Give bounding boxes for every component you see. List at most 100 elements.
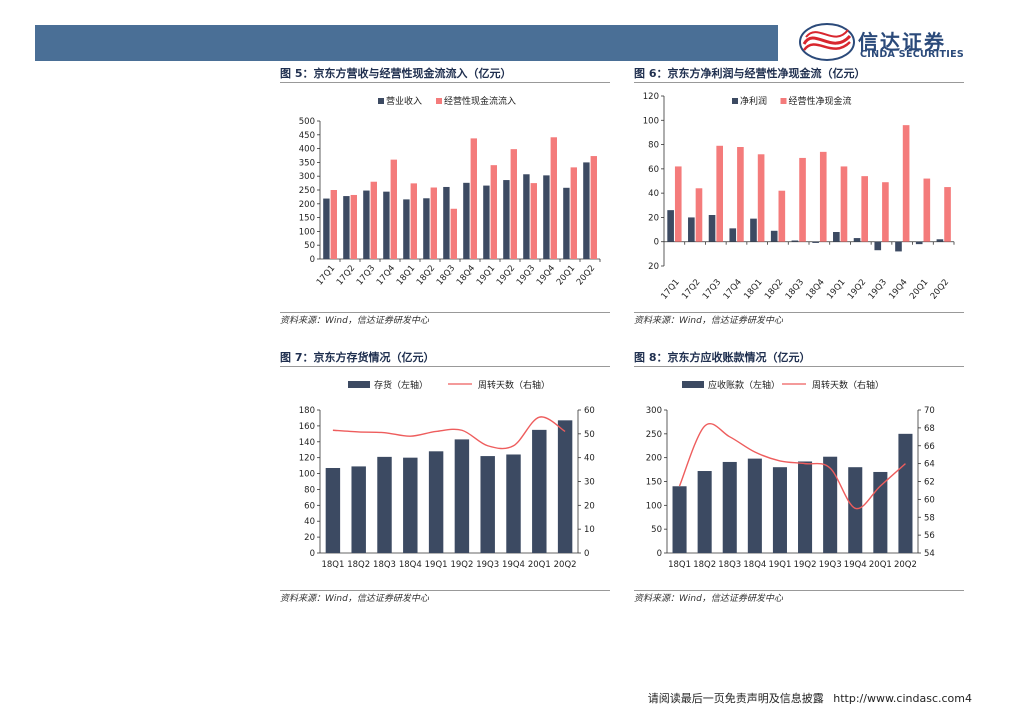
bar-primary-20Q1 (563, 187, 570, 259)
figure-5-chart: 营业收入 经营性现金流流入 0 50 100 150 200 250 300 350 400 450 5… (299, 95, 601, 288)
legend-label-0: 营业收入 (386, 95, 422, 107)
y-tick-label: 100 (299, 227, 315, 237)
x-tick-label: 17Q3 (355, 264, 377, 288)
bar-secondary-19Q1 (840, 166, 848, 242)
bar-primary-17Q3 (708, 215, 716, 242)
x-tick-label: 20Q2 (554, 560, 577, 570)
x-tick-label: 18Q3 (718, 560, 741, 570)
figure-8-panel: 图 8：京东方应收账款情况（亿元） 应收账款（左轴） 周转天数（右轴） 0 50 100… (634, 350, 964, 610)
x-tick-label: 18Q1 (395, 264, 417, 288)
figure-6-title: 图 6：京东方净利润与经营性净现金流（亿元） (634, 66, 964, 83)
bar-secondary-17Q1 (674, 166, 682, 242)
legend-label-line: 周转天数（右轴） (812, 379, 884, 391)
figure-6-source: 资料来源：Wind，信达证券研发中心 (634, 316, 783, 326)
legend-label-1: 经营性净现金流 (789, 95, 852, 107)
x-tick-label: 19Q2 (846, 278, 868, 302)
bar-20Q1 (532, 429, 547, 553)
bar-secondary-18Q3 (799, 157, 806, 242)
legend-label-bar: 存货（左轴） (374, 379, 428, 391)
y-tick-label: 60 (648, 165, 659, 175)
y-tick-label-left: 0 (310, 549, 315, 559)
bar-secondary-19Q2 (510, 149, 517, 259)
bar-secondary-20Q2 (590, 156, 597, 259)
bar-secondary-19Q4 (902, 125, 910, 242)
bar-primary-18Q2 (423, 198, 430, 259)
bar-primary-17Q1 (323, 198, 330, 259)
figure-7-panel: 图 7：京东方存货情况（亿元） 存货（左轴） 周转天数（右轴） 0 20 40 60 80 1… (280, 350, 610, 610)
brand-name-en: CINDA SECURITIES (860, 49, 965, 60)
bar-primary-18Q3 (443, 186, 450, 259)
bar-18Q2 (697, 471, 712, 553)
bar-secondary-20Q2 (944, 187, 951, 242)
x-tick-label: 19Q3 (476, 560, 499, 570)
y-tick-label-right: 20 (584, 501, 595, 511)
figure-8-source: 资料来源：Wind，信达证券研发中心 (634, 594, 783, 604)
legend-swatch-1 (780, 98, 787, 104)
legend-swatch-0 (732, 98, 738, 104)
bar-19Q4 (848, 467, 863, 553)
y-tick-label-left: 150 (646, 478, 662, 488)
x-tick-label: 17Q4 (722, 278, 744, 302)
y-tick-label-right: 40 (584, 454, 595, 464)
legend-label-1: 经营性现金流流入 (444, 95, 516, 107)
x-tick-label: 18Q3 (435, 264, 457, 288)
x-tick-label: 20Q2 (929, 278, 951, 302)
footer-page-number: 4 (965, 692, 972, 705)
footer-url[interactable]: http://www.cindasc.com (833, 692, 965, 705)
bar-secondary-17Q2 (350, 194, 357, 259)
bar-secondary-17Q4 (390, 159, 397, 259)
y-tick-label: 500 (299, 117, 315, 127)
y-tick-label-left: 160 (299, 422, 315, 432)
x-tick-label: 17Q1 (659, 278, 681, 302)
bar-primary-17Q1 (667, 210, 674, 242)
x-tick-label: 17Q2 (335, 264, 357, 288)
bar-secondary-19Q4 (550, 137, 557, 259)
bar-18Q4 (747, 458, 762, 553)
y-tick-label: 50 (304, 241, 315, 251)
bar-secondary-17Q4 (737, 147, 744, 242)
x-tick-label: 17Q1 (315, 264, 337, 288)
bar-primary-18Q4 (812, 241, 819, 243)
x-tick-label: 19Q1 (768, 560, 791, 570)
bar-secondary-17Q1 (330, 190, 337, 259)
legend-label-bar: 应收账款（左轴） (708, 379, 780, 391)
bar-primary-19Q1 (833, 232, 840, 242)
x-tick-label: 17Q2 (680, 278, 702, 302)
bar-secondary-19Q3 (882, 182, 889, 242)
legend-swatch-1 (436, 98, 442, 104)
x-tick-label: 19Q1 (475, 264, 497, 288)
bar-primary-17Q2 (688, 217, 695, 242)
y-tick-label-right: 68 (924, 424, 935, 434)
figure-7-chart: 存货（左轴） 周转天数（右轴）02040608010012014016018001… (299, 379, 595, 570)
bar-primary-17Q3 (363, 190, 370, 259)
y-tick-label-left: 100 (299, 470, 315, 480)
turnover-days-line (332, 416, 566, 450)
bar-secondary-18Q4 (819, 151, 827, 242)
figure-8-title: 图 8：京东方应收账款情况（亿元） (634, 350, 964, 367)
y-tick-label-left: 80 (304, 485, 315, 495)
x-tick-label: 19Q4 (502, 560, 525, 570)
bar-secondary-17Q3 (716, 145, 723, 242)
bar-secondary-18Q2 (778, 190, 786, 242)
bar-secondary-20Q1 (570, 167, 577, 259)
bar-primary-19Q4 (543, 175, 550, 259)
x-tick-label: 18Q4 (804, 278, 826, 302)
y-tick-label-right: 66 (924, 442, 935, 452)
y-tick-label-left: 140 (299, 438, 315, 448)
y-tick-label-left: 250 (646, 430, 662, 440)
figure-8-divider (634, 590, 964, 591)
y-tick-label: 0 (310, 255, 315, 265)
bar-secondary-20Q1 (923, 178, 931, 242)
x-tick-label: 19Q4 (887, 278, 909, 302)
legend-label-0: 净利润 (740, 95, 767, 107)
bar-primary-17Q4 (383, 191, 390, 259)
y-tick-label: 300 (299, 172, 315, 182)
bar-19Q2 (454, 439, 470, 553)
y-tick-label: 80 (648, 141, 659, 151)
bar-19Q3 (823, 456, 838, 553)
y-tick-label-right: 62 (924, 478, 935, 488)
x-tick-label: 18Q4 (743, 560, 766, 570)
y-tick-label: 20 (648, 262, 659, 272)
y-tick-label: 20 (648, 213, 659, 223)
bar-20Q2 (898, 433, 913, 553)
